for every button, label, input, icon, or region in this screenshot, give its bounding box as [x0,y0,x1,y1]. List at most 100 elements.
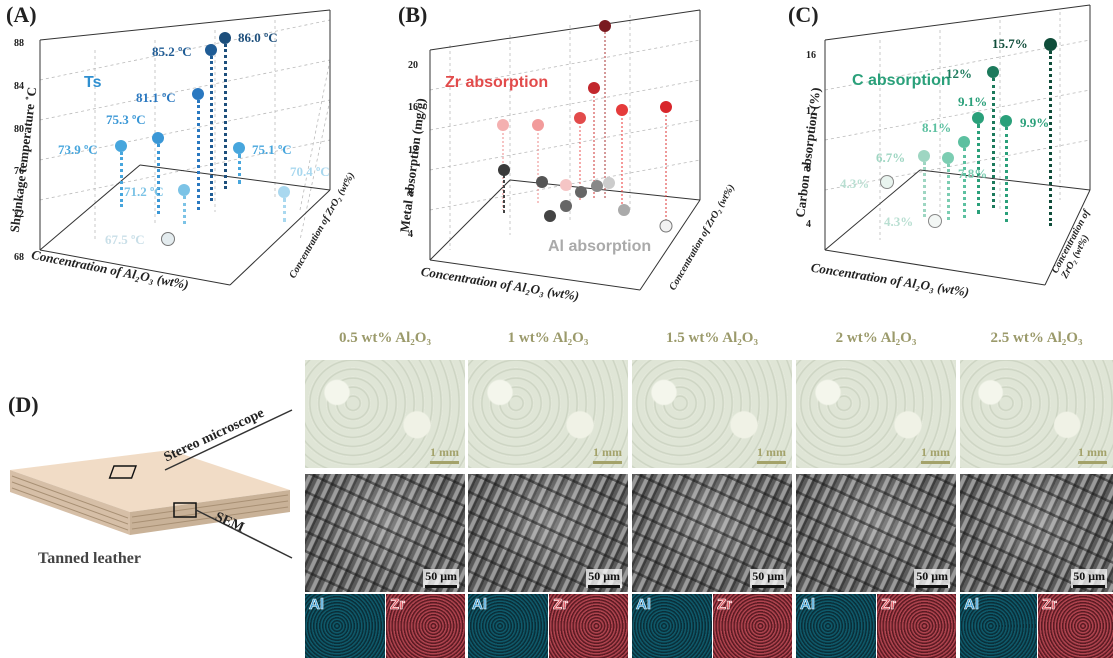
drop-line [977,124,980,214]
data-point [616,104,628,116]
data-point [972,112,984,124]
stereo-micrograph: 1 mm [796,360,956,468]
column-heading: 2.5 wt% Al₂O₃ [990,330,1083,346]
data-label: 9.9% [1020,115,1050,130]
data-label: 71.2 ºC [124,184,164,199]
eds-map-zr: Zr [549,594,628,658]
column-heading: 1.5 wt% Al₂O₃ [666,330,758,346]
data-point [560,179,572,191]
data-label: 7.8% [958,166,988,181]
column-heading: 0.5 wt% Al₂O₃ [339,330,431,346]
tick: 8 [408,186,413,198]
eds-map-zr: Zr [1038,594,1113,658]
scale-bar: 1 mm [757,445,786,464]
leather-illustration [10,409,293,559]
data-point [192,88,204,100]
panel-d-letter: (D) [8,392,39,417]
data-point [498,164,510,176]
panel-b-grid [429,15,701,250]
drop-line [120,152,123,207]
data-point [599,20,611,32]
scale-bar: 1 mm [430,445,459,464]
data-point [560,200,572,212]
sem-micrograph: 50 μm [632,474,792,592]
data-label: 70.4 ºC [290,164,330,179]
data-label: 85.2 ºC [152,44,192,59]
data-point [918,150,930,162]
data-label: 67.5 ºC [105,232,145,247]
data-point [575,186,587,198]
data-point [958,136,970,148]
data-point [880,175,894,189]
eds-map-zr: Zr [877,594,956,658]
data-point [161,232,175,246]
panel-c-chart [824,4,1091,286]
data-point [942,152,954,164]
drop-line [183,196,186,224]
data-label: 4.3% [884,214,914,229]
data-point [152,132,164,144]
data-point [603,177,615,189]
tick: 68 [14,251,24,263]
data-point [536,176,548,188]
data-point [1044,38,1057,51]
scale-bar: 50 μm [750,569,786,588]
drop-line [963,148,966,218]
data-point [115,140,127,152]
data-point [1000,115,1012,127]
data-point [233,142,245,154]
data-label: 12% [946,66,972,81]
leather-top [10,450,290,512]
data-label: 8.1% [922,120,952,135]
panel-a-frame [39,9,331,286]
tick: 12 [806,106,816,118]
tick: 4 [408,229,413,240]
panel-b-points [497,20,673,233]
panel-b-chart [429,9,701,291]
sem-micrograph: 50 μm [468,474,628,592]
tick: 76 [14,166,24,178]
scale-bar: 1 mm [593,445,622,464]
data-point [532,119,544,131]
tick: 16 [408,102,418,114]
eds-map-al: Al [632,594,712,658]
tick: 8 [806,162,811,174]
data-label: 9.1% [958,94,988,109]
eds-map-al: Al [468,594,548,658]
eds-map-al: Al [960,594,1037,658]
panel-b-letter: (B) [398,2,428,27]
sem-micrograph: 50 μm [305,474,465,592]
tick: 84 [14,80,24,92]
data-point [659,219,673,233]
panel-c-series-label: C absorption [852,72,951,89]
data-point [178,184,190,196]
drop-line [992,78,995,208]
scale-bar: 50 μm [1071,569,1107,588]
stereo-micrograph: 1 mm [960,360,1113,468]
scale-bar: 1 mm [921,445,950,464]
panel-b-y-ticks: 4 8 12 16 20 [408,60,428,240]
column-heading: 1 wt% Al₂O₃ [507,330,589,346]
data-point [987,66,999,78]
sem-micrograph: 50 μm [960,474,1113,592]
stereo-pointer [164,409,293,471]
data-point [219,32,231,44]
data-label: 86.0 ºC [238,30,278,45]
panel-b-zr-label: Zr absorption [445,74,549,91]
panel-c-grid [824,12,1091,240]
tick: 20 [408,60,418,71]
data-label: 15.7% [992,36,1028,51]
leather-label: Tanned leather [38,550,141,567]
drop-line [224,44,227,189]
data-point [574,112,586,124]
drop-line [157,144,160,214]
eds-map-al: Al [305,594,385,658]
drop-line [197,100,200,210]
panel-a-y-ticks: 68 72 76 80 84 88 [14,38,36,263]
drop-line [947,164,950,220]
eds-map-zr: Zr [386,594,465,658]
data-label: 4.3% [840,176,870,191]
sem-micrograph: 50 μm [796,474,956,592]
tick: 12 [408,144,418,156]
panel-a-series-label: Ts [84,74,102,91]
